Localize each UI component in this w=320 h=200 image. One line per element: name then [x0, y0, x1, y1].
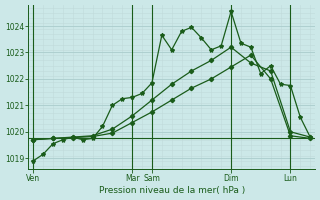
X-axis label: Pression niveau de la mer( hPa ): Pression niveau de la mer( hPa )	[99, 186, 245, 195]
